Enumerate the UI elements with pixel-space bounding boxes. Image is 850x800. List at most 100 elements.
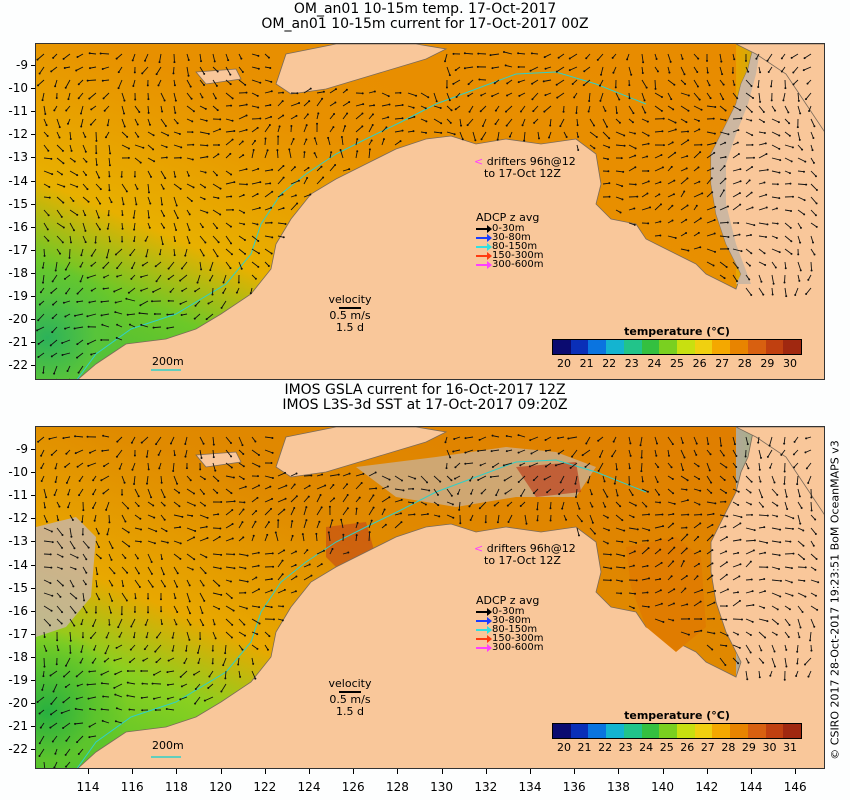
latitude-tick-label: -16 [8,219,28,234]
colorbar-segment [765,724,784,738]
longitude-tick-label: 132 [474,780,498,794]
latitude-tick-label: -13 [8,534,28,549]
colorbar-segment [712,724,731,738]
colorbar-segment [783,724,802,738]
longitude-tick-label: 122 [253,780,277,794]
adcp-title: ADCP z avg [476,594,540,607]
latitude-tick [31,226,35,228]
adcp-legend-label: 80-150m [492,624,538,635]
latitude-tick [31,541,35,543]
bottom-map-canvas [36,427,824,768]
adcp-legend-item: 80-150m [476,242,544,252]
latitude-tick-label: -20 [8,696,28,711]
latitude-tick-label: -19 [8,673,28,687]
adcp-legend-label: 150-300m [492,250,544,261]
colorbar-tick-label: 29 [741,741,756,754]
colorbar-segment [659,340,678,354]
top-velocity-scale: velocity 0.5 m/s 1.5 d [328,294,372,334]
longitude-tick-label: 130 [430,780,454,794]
longitude-tick-label: 118 [164,780,188,794]
colorbar-segment [606,724,624,738]
colorbar-segment [677,340,695,354]
top-isobath-label: 200m [152,355,184,368]
longitude-tick-label: 126 [341,780,365,794]
colorbar-segment [606,340,624,354]
longitude-tick-label: 120 [209,780,233,794]
velocity-scale-arrow [339,307,361,309]
latitude-tick-label: -21 [8,719,28,734]
colorbar-segment [553,724,571,738]
drifters-line-1: drifters 96h@12 [486,542,576,555]
longitude-tick [353,769,355,774]
latitude-tick [31,65,35,66]
bottom-title-1: IMOS GSLA current for 16-Oct-2017 12Z [284,382,566,398]
adcp-legend-item: 300-600m [476,260,544,270]
colorbar-tick-label: 31 [783,741,797,754]
latitude-tick-label: -10 [8,81,28,96]
latitude-tick-label: -17 [8,242,28,257]
longitude-tick [441,769,443,774]
latitude-tick-label: -21 [8,335,28,350]
longitude-tick [530,769,531,774]
colorbar-tick-label: 21 [577,741,592,754]
top-colorbar: temperature (°C) 20 21 22 23 24 25 26 27 28 29 30 [552,325,802,370]
longitude-tick-label: 136 [562,780,586,794]
drifter-marker-icon: < [474,542,484,555]
adcp-legend-item: 80-150m [476,624,544,635]
latitude-tick-label: -22 [8,358,28,373]
australia-landmass [77,427,824,768]
adcp-legend-item: 0-30m [476,607,544,617]
longitude-tick-label: 124 [297,780,321,794]
colorbar-tick-label: 20 [557,357,571,370]
island-north-west [195,451,242,468]
drifter-marker-icon: < [474,155,484,168]
arrow-icon [476,224,492,233]
bottom-isobath-label: 200m [152,739,184,752]
top-colorbar-gradient [552,339,802,355]
colorbar-segment [712,340,731,354]
timor-island [275,427,448,478]
latitude-tick [31,587,35,589]
latitude-tick-label: -15 [8,580,28,595]
colorbar-segment [570,340,589,354]
longitude-tick [88,769,89,774]
arrow-icon [476,242,492,251]
latitude-tick [31,749,35,751]
latitude-tick-label: -17 [8,626,28,641]
bottom-adcp-legend: ADCP z avg 0-30m 30-80m 80-150m 150-300m 300… [476,594,544,653]
colorbar-segment [588,340,607,354]
velocity-duration: 1.5 d [336,321,364,334]
colorbar-segment [747,340,766,354]
colorbar-segment [730,340,748,354]
top-adcp-legend: ADCP z avg 0-30m 30-80m 80-150m 150-300m 300… [476,212,544,270]
latitude-tick [31,633,35,635]
drifters-line-1: drifters 96h@12 [486,155,576,168]
colorbar-segment [659,724,678,738]
latitude-tick [31,342,35,344]
longitude-tick-label: 144 [739,780,763,794]
colorbar-tick-label: 20 [557,741,571,754]
colorbar-segment [677,724,695,738]
colorbar-segment [694,724,713,738]
latitude-tick [31,203,35,205]
latitude-tick [31,111,35,113]
latitude-tick-label: -16 [8,603,28,618]
missing-data-patch-west [36,517,96,637]
bottom-colorbar-ticks: 20 21 22 23 24 25 26 27 28 29 30 31 [552,739,802,754]
bottom-colorbar-gradient [552,723,802,739]
longitude-tick-label: 142 [695,780,719,794]
longitude-tick [309,769,310,774]
latitude-tick [31,472,35,474]
velocity-duration: 1.5 d [336,705,364,718]
colorbar-tick-label: 23 [624,357,639,370]
cape-york-shelf [711,44,761,284]
adcp-legend-item: 0-30m [476,224,544,234]
new-guinea-coast [735,427,824,515]
colorbar-tick-label: 30 [762,741,777,754]
latitude-tick-label: -18 [8,649,28,664]
latitude-tick [31,134,35,136]
bottom-current-vectors [36,434,820,768]
longitude-tick [220,769,222,774]
arrow-icon [476,616,492,625]
colorbar-tick-label: 22 [598,741,613,754]
